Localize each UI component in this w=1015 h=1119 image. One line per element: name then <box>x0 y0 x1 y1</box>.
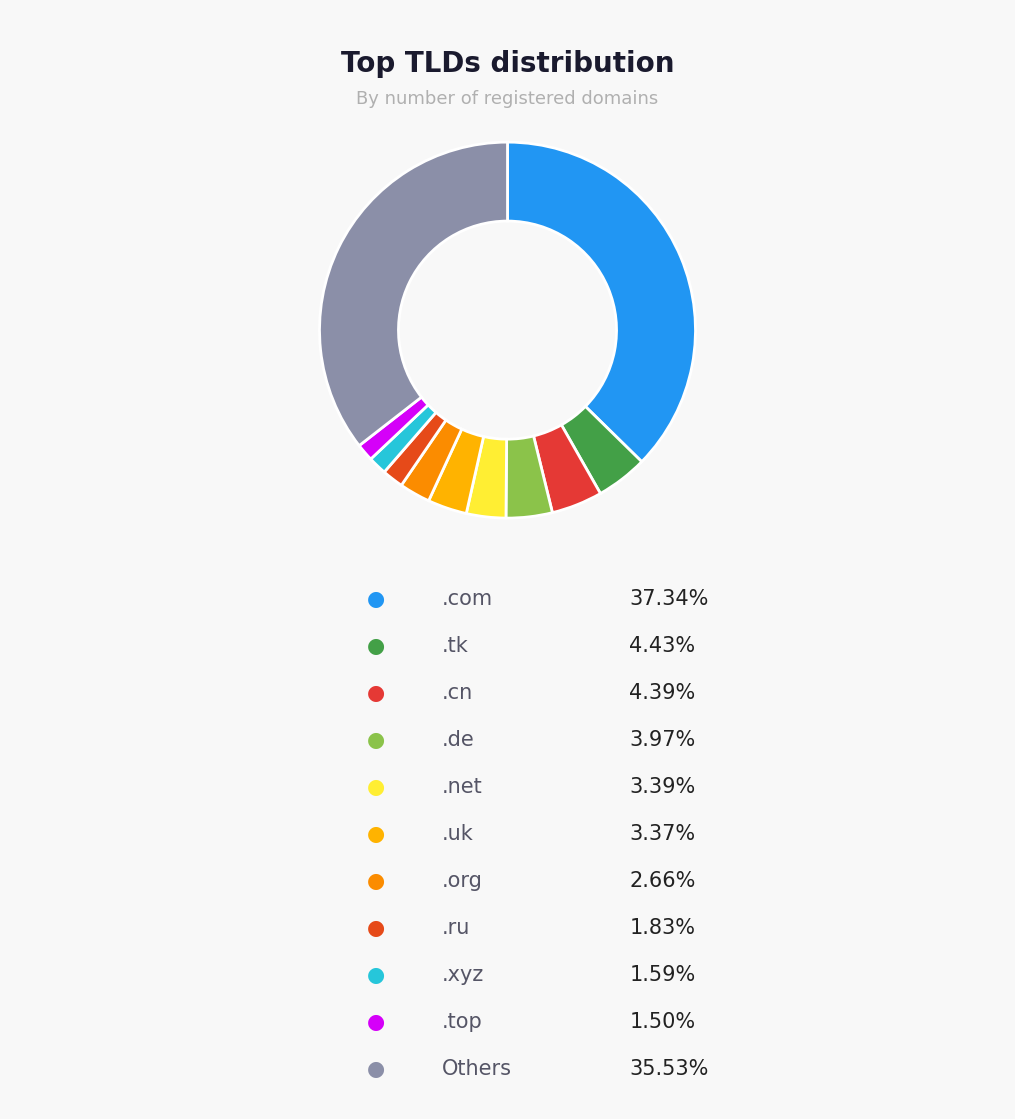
Text: .net: .net <box>442 777 482 797</box>
Text: ●: ● <box>366 1059 385 1079</box>
Text: .ru: .ru <box>442 918 470 938</box>
Text: 1.50%: 1.50% <box>629 1012 695 1032</box>
Text: ●: ● <box>366 918 385 938</box>
Text: 4.43%: 4.43% <box>629 636 695 656</box>
Text: ●: ● <box>366 824 385 844</box>
Text: 1.83%: 1.83% <box>629 918 695 938</box>
Text: Top TLDs distribution: Top TLDs distribution <box>341 50 674 78</box>
Wedge shape <box>561 406 641 493</box>
Wedge shape <box>359 397 428 459</box>
Text: ●: ● <box>366 871 385 891</box>
Wedge shape <box>370 405 436 472</box>
Wedge shape <box>320 142 508 445</box>
Wedge shape <box>466 436 506 518</box>
Text: .org: .org <box>442 871 482 891</box>
Text: 37.34%: 37.34% <box>629 589 708 609</box>
Wedge shape <box>508 142 695 462</box>
Text: .tk: .tk <box>442 636 468 656</box>
Text: 3.37%: 3.37% <box>629 824 695 844</box>
Text: ●: ● <box>366 636 385 656</box>
Wedge shape <box>401 420 462 501</box>
Text: Others: Others <box>442 1059 512 1079</box>
Text: .uk: .uk <box>442 824 473 844</box>
Text: .xyz: .xyz <box>442 965 484 985</box>
Wedge shape <box>534 425 601 513</box>
Text: By number of registered domains: By number of registered domains <box>356 90 659 107</box>
Text: 3.97%: 3.97% <box>629 730 695 750</box>
Text: ●: ● <box>366 589 385 609</box>
Text: 1.59%: 1.59% <box>629 965 695 985</box>
Text: 3.39%: 3.39% <box>629 777 695 797</box>
Text: ●: ● <box>366 683 385 703</box>
Text: .de: .de <box>442 730 474 750</box>
Text: ●: ● <box>366 965 385 985</box>
Wedge shape <box>385 413 446 486</box>
Text: .cn: .cn <box>442 683 473 703</box>
Text: 4.39%: 4.39% <box>629 683 695 703</box>
Text: ●: ● <box>366 730 385 750</box>
Wedge shape <box>505 436 552 518</box>
Text: ●: ● <box>366 777 385 797</box>
Text: ●: ● <box>366 1012 385 1032</box>
Text: .top: .top <box>442 1012 482 1032</box>
Wedge shape <box>428 429 483 514</box>
Text: 2.66%: 2.66% <box>629 871 695 891</box>
Text: .com: .com <box>442 589 492 609</box>
Text: 35.53%: 35.53% <box>629 1059 708 1079</box>
